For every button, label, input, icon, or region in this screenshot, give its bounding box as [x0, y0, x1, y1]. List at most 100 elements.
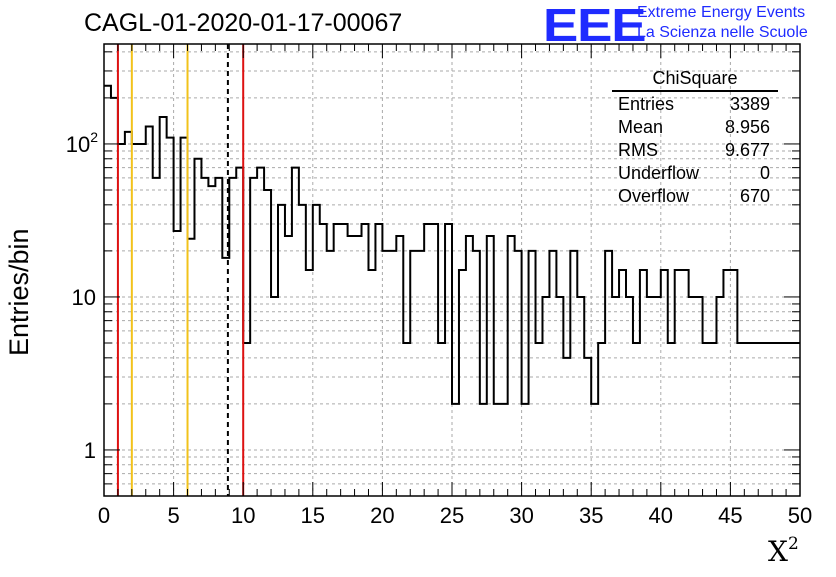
stats-value: 0: [759, 163, 770, 183]
histogram-step-line: [104, 84, 800, 405]
x-tick-label: 35: [579, 503, 603, 528]
histogram-bin: [654, 297, 661, 496]
histogram-bin: [605, 251, 612, 496]
stats-label: Mean: [618, 117, 664, 137]
logo-line-2: La Scienza nelle Scuole: [637, 24, 808, 41]
histogram-bin: [236, 168, 243, 496]
histogram-bin: [403, 343, 410, 496]
histogram-bin: [542, 297, 549, 496]
histogram-bin: [751, 343, 758, 496]
stats-value: 3389: [729, 94, 770, 114]
histogram-bin: [181, 138, 188, 496]
stats-label: Underflow: [618, 163, 700, 183]
histogram-bin: [598, 343, 605, 496]
histogram-bin: [215, 178, 222, 496]
histogram-bin: [382, 251, 389, 496]
histogram-bin: [765, 343, 772, 496]
histogram-bin: [160, 117, 167, 496]
histogram-bin: [320, 224, 327, 496]
histogram-bin: [612, 297, 619, 496]
logo-caption: Extreme Energy Events La Scienza nelle S…: [637, 3, 808, 43]
histogram-bin: [375, 224, 382, 496]
histogram-bin: [271, 297, 278, 496]
histogram-bin: [536, 343, 543, 496]
histogram-bin: [758, 343, 765, 496]
histogram-bin: [633, 343, 640, 496]
reference-lines: [116, 44, 245, 496]
x-tick-label: 10: [231, 503, 255, 528]
x-tick-label: 25: [440, 503, 464, 528]
stats-value: 670: [739, 186, 770, 206]
x-tick-label: 0: [98, 503, 110, 528]
stats-row-entries: Entries 3389: [612, 93, 778, 116]
logo-line-1: Extreme Energy Events: [637, 4, 806, 21]
stats-value: 9.677: [724, 140, 770, 160]
histogram-bin: [417, 251, 424, 496]
histogram-bin: [556, 297, 563, 496]
histogram-bin: [793, 343, 800, 496]
histogram-bin: [703, 343, 710, 496]
histogram-bin: [313, 205, 320, 496]
histogram-bin: [125, 132, 132, 496]
histogram-bin: [438, 343, 445, 496]
histogram-bin: [584, 358, 591, 496]
histogram-bin: [292, 168, 299, 496]
y-tick-label: 10: [72, 285, 96, 310]
histogram-bin: [647, 297, 654, 496]
tick-labels: 0 5 10 15 20 25 30 35 40 45 50 1 10 102: [66, 129, 813, 528]
histogram-bin: [431, 224, 438, 496]
histogram-bin: [668, 343, 675, 496]
histogram-bin: [696, 297, 703, 496]
histogram-bin: [744, 343, 751, 496]
histogram-bin: [278, 205, 285, 496]
x-tick-label: 30: [509, 503, 533, 528]
stats-row-overflow: Overflow 670: [612, 185, 778, 208]
stats-row-underflow: Underflow 0: [612, 162, 778, 185]
x-tick-label: 50: [788, 503, 812, 528]
histogram-bin: [515, 251, 522, 496]
stats-box: ChiSquare Entries 3389 Mean 8.956 RMS 9.677…: [612, 66, 778, 208]
histogram-bin: [529, 251, 536, 496]
histogram-bin: [563, 358, 570, 496]
histogram-bin: [577, 297, 584, 496]
histogram-bin: [139, 144, 146, 496]
histogram-bin: [786, 343, 793, 496]
histogram-bin: [689, 297, 696, 496]
stats-row-rms: RMS 9.677: [612, 139, 778, 162]
histogram-bin: [737, 343, 744, 496]
histogram-bin: [389, 251, 396, 496]
x-tick-label: 45: [718, 503, 742, 528]
histogram-bin: [410, 251, 417, 496]
y-tick-label: 1: [84, 438, 96, 463]
histogram-bin: [250, 178, 257, 496]
histogram-bins: [104, 84, 800, 496]
x-axis-label-base: X: [768, 535, 788, 568]
axes: [103, 43, 801, 497]
histogram-bin: [327, 251, 334, 496]
histogram-bin: [626, 297, 633, 496]
stats-row-mean: Mean 8.956: [612, 116, 778, 139]
histogram-bin: [445, 224, 452, 496]
histogram-bin: [153, 178, 160, 496]
chart-title: CAGL-01-2020-01-17-00067: [84, 9, 403, 37]
histogram-bin: [118, 144, 125, 496]
histogram-bin: [362, 224, 369, 496]
histogram-bin: [201, 178, 208, 496]
histogram-bin: [174, 231, 181, 496]
stats-label: RMS: [618, 140, 658, 160]
histogram-bin: [243, 343, 250, 496]
x-tick-label: 20: [370, 503, 394, 528]
histogram-bin: [779, 343, 786, 496]
x-tick-label: 15: [301, 503, 325, 528]
histogram-bin: [104, 86, 111, 496]
histogram-bin: [194, 159, 201, 496]
histogram-bin: [334, 224, 341, 496]
y-tick-label: 102: [66, 129, 98, 157]
histogram-bin: [549, 251, 556, 496]
stats-value: 8.956: [724, 117, 770, 137]
stats-title: ChiSquare: [612, 66, 778, 92]
histogram-bin: [167, 138, 174, 496]
x-axis-label: X2: [768, 534, 799, 568]
